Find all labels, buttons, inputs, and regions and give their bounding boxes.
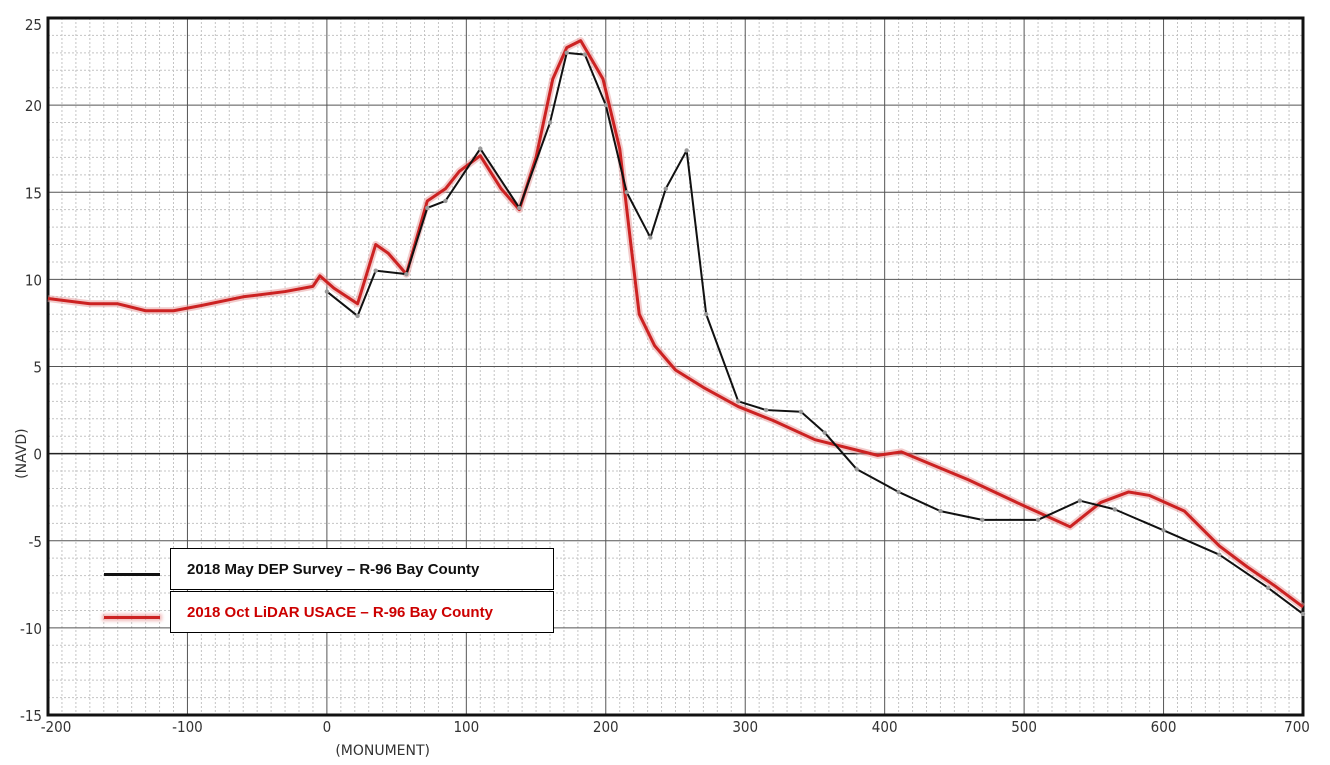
- data-point-may-survey: [1035, 517, 1041, 523]
- data-point-may-survey: [736, 399, 741, 404]
- data-point-may-survey: [547, 120, 553, 125]
- data-point-may-survey: [1161, 528, 1166, 533]
- y-tick-label: 0: [33, 446, 42, 464]
- series-line-may-survey: [326, 51, 1304, 615]
- data-point-may-survey: [1265, 585, 1271, 590]
- x-tick-label: 200: [593, 718, 619, 736]
- data-point-may-survey: [1077, 498, 1083, 503]
- y-tick-label: 25: [25, 16, 42, 34]
- y-axis-label: (NAVD): [14, 428, 30, 478]
- data-point-may-survey: [822, 430, 827, 435]
- data-point-may-survey: [798, 409, 804, 415]
- data-point-may-survey: [1300, 611, 1306, 617]
- data-point-may-survey: [624, 190, 629, 195]
- data-point-may-survey: [896, 489, 901, 495]
- x-tick-label: 600: [1151, 718, 1177, 736]
- data-point-may-survey: [648, 235, 653, 240]
- data-point-may-survey: [582, 52, 588, 57]
- series-line-oct-lidar: [47, 39, 1304, 609]
- legend-swatch-may-survey: [104, 573, 160, 576]
- x-tick-label: -100: [172, 718, 203, 736]
- data-point-may-survey: [763, 407, 769, 413]
- data-point-may-survey: [938, 508, 943, 514]
- legend-swatch-oct-lidar: [104, 616, 160, 619]
- data-point-may-survey: [517, 205, 522, 211]
- x-axis-label: (MONUMENT): [335, 743, 430, 759]
- x-tick-labels: -200 -100 0 100 200 300 400 500 600 700: [41, 718, 1310, 736]
- data-point-may-survey: [324, 289, 330, 294]
- legend-entry-oct-lidar: 2018 Oct LiDAR USACE – R-96 Bay County: [170, 591, 554, 633]
- x-tick-label: 500: [1011, 718, 1037, 736]
- data-point-may-survey: [603, 102, 608, 108]
- x-tick-label: 0: [323, 718, 332, 736]
- data-point-may-survey: [564, 50, 569, 56]
- legend-label-oct-lidar: 2018 Oct LiDAR USACE – R-96 Bay County: [187, 603, 493, 621]
- data-point-may-survey: [355, 313, 360, 319]
- data-point-may-survey: [1112, 507, 1117, 512]
- data-point-may-survey: [703, 312, 709, 317]
- data-point-may-survey: [663, 186, 668, 191]
- x-tick-label: 400: [872, 718, 898, 736]
- legend-label-may-survey: 2018 May DEP Survey – R-96 Bay County: [187, 560, 480, 578]
- y-tick-label: 5: [33, 359, 42, 377]
- data-point-may-survey: [425, 205, 430, 211]
- data-point-may-survey: [980, 517, 985, 523]
- y-tick-label: 15: [25, 184, 42, 202]
- data-point-may-survey: [478, 146, 483, 151]
- y-tick-label: -15: [20, 707, 42, 725]
- data-point-may-survey: [1217, 552, 1222, 557]
- series-layer: [47, 37, 1306, 617]
- x-tick-label: -200: [41, 718, 72, 736]
- data-point-may-survey: [684, 148, 689, 153]
- x-tick-label: 100: [453, 718, 479, 736]
- y-tick-labels: -15 -10 -5 0 5 10 15 20 25: [20, 16, 42, 725]
- data-point-may-survey: [404, 271, 409, 277]
- plot-frame: [46, 16, 1305, 717]
- data-point-may-survey: [373, 268, 378, 273]
- legend-entry-may-survey: 2018 May DEP Survey – R-96 Bay County: [170, 548, 554, 590]
- data-point-may-survey: [854, 467, 859, 472]
- y-tick-label: -5: [29, 533, 42, 551]
- x-tick-label: 700: [1284, 718, 1310, 736]
- y-tick-label: 10: [25, 271, 42, 289]
- data-point-may-survey: [443, 198, 448, 204]
- y-tick-label: -10: [20, 620, 42, 638]
- x-tick-label: 300: [732, 718, 758, 736]
- y-tick-label: 20: [25, 97, 42, 115]
